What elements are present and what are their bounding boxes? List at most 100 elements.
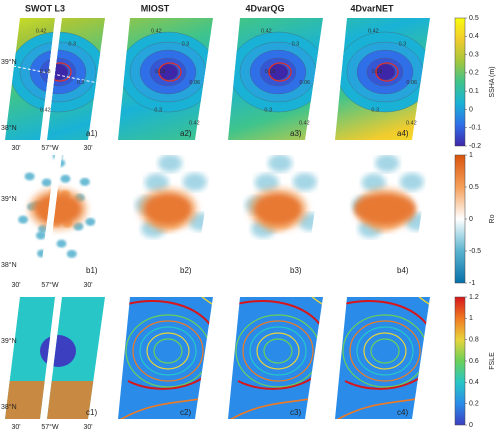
lon-label: 30' [11,145,20,152]
eddy-edge [158,62,182,82]
colorbar-tick-label: -0.5 [469,248,481,255]
colorbar-tick-label: 0.2 [469,70,479,77]
contour-label: 0.42 [261,28,272,34]
panel-label: c3) [290,408,301,417]
contour-label: 0.42 [40,107,51,113]
colorbar [454,296,466,426]
panel [5,155,105,277]
panel-label: b2) [180,266,192,275]
eddy-contour [29,49,55,95]
panel-label: b1) [86,266,98,275]
contour-label: 0.3 [77,80,85,86]
ro-patch [41,178,52,187]
lon-label: 57°W [41,281,59,289]
ro-patch [375,155,400,173]
colorbar-tick-label: 0.6 [469,358,479,365]
column-title: SWOT L3 [25,3,65,13]
panel-label: a4) [397,129,409,138]
ro-halo [355,187,415,231]
colorbar-tick-label: 1 [469,152,473,159]
fsle-ring [146,332,190,370]
contour-label: 0.42 [406,121,417,127]
colorbar-label: SSHA (m) [489,66,496,97]
panel [5,18,105,140]
fsle-filament [228,300,323,390]
ro-patch [85,217,96,226]
lat-label: 39°N [1,337,17,345]
contour-label: 0.3 [292,41,300,47]
panel-label: a2) [180,129,192,138]
ro-patch [66,249,77,258]
panel [118,18,213,140]
column-title: 4DvarNET [350,3,394,13]
eddy-contour [267,63,289,81]
contour-label: 0.3 [182,41,190,47]
lon-label: 30' [83,424,92,431]
fsle-ring [153,338,183,364]
colorbar-label: Ro [489,214,496,223]
fsle-filament [228,380,323,419]
colorbar-label: FSLE [489,352,496,370]
colorbar-tick-label: 0.5 [469,15,479,22]
colorbar-tick-label: 0.4 [469,379,479,386]
eddy-edge [375,62,399,82]
ro-patch [79,177,90,186]
ro-patch [182,172,207,191]
ro-patch [52,155,55,161]
fsle-ring [349,320,421,382]
contour-label: 0.42 [151,28,162,34]
eddy-contour [47,63,69,81]
ro-patch [24,172,35,181]
contour-label: 0.3 [399,41,407,47]
swot-track [47,65,104,85]
ro-patch [37,249,48,258]
contour-label: 0.42 [189,121,200,127]
ro-patch [35,231,46,240]
panel-label: b3) [290,266,302,275]
colorbar [454,17,466,147]
colorbar-tick-label: -0.1 [469,125,481,132]
fsle-ring [242,320,314,382]
contour-label: 0.18 [265,69,276,75]
contour-label: 0.06 [189,80,200,86]
fsle-ring [370,338,400,364]
column-title: MIOST [141,3,170,13]
eddy-edge [268,62,292,82]
ro-patch [268,155,293,173]
panel [228,297,323,419]
contour-label: 0.06 [299,80,310,86]
colorbar-tick-label: -0.2 [469,143,481,150]
ro-patch [60,174,71,183]
ro-patch [158,155,183,173]
panel-label: a1) [86,129,98,138]
contour-label: 0.3 [154,107,162,113]
panel [228,155,323,277]
colorbar-tick-label: 1.2 [469,294,479,301]
ro-halo [138,187,198,231]
lat-label: 39°N [1,195,17,203]
eddy-contour [374,63,396,81]
lat-label: 38°N [1,403,17,411]
fsle-ring [132,320,204,382]
ro-patch [399,172,424,191]
contour-label: 0.06 [406,80,417,86]
eddy-contour [157,63,179,81]
contour-label: 0.3 [68,41,76,47]
ro-patch [18,215,29,224]
fsle-ring [249,326,307,376]
ro-halo [28,187,55,231]
contour-label: 0.18 [155,69,166,75]
lon-label: 30' [11,282,20,289]
fsle-filament [335,300,430,390]
contour-label: 0.3 [371,107,379,113]
colorbar [454,154,466,284]
fsle-ring [256,332,300,370]
panel [228,18,323,140]
lon-label: 57°W [41,423,59,431]
panel [118,155,213,277]
contour-label: 0.18 [372,69,383,75]
fsle-filament [118,300,213,390]
fsle-ring [356,326,414,376]
colorbar-tick-label: 0.4 [469,33,479,40]
lat-label: 39°N [1,58,17,66]
